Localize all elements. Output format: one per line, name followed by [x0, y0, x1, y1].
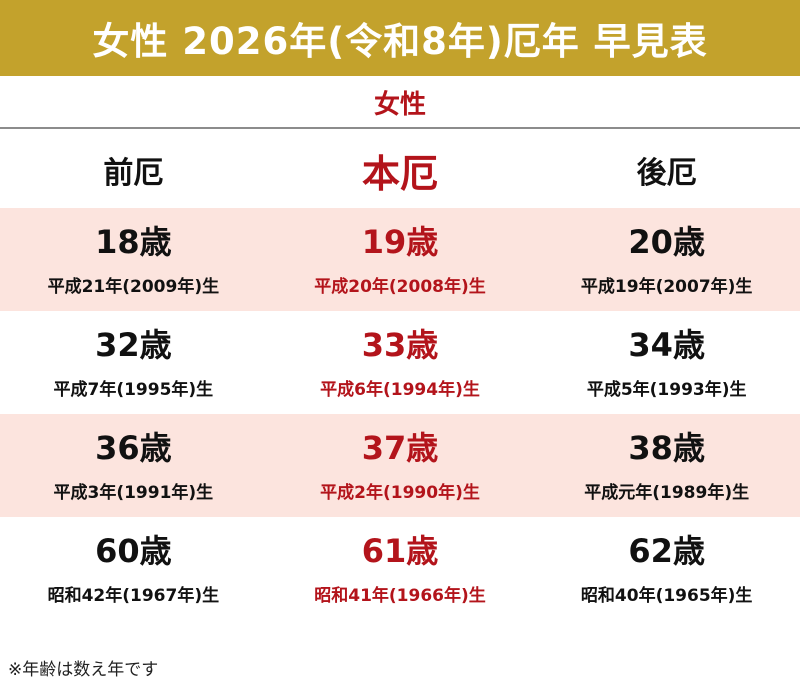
column-header-honyaku: 本厄 — [362, 151, 439, 196]
table-cell-honyaku: 19歳 平成20年(2008年)生 — [267, 208, 534, 311]
yakudoshi-table: 18歳 平成21年(2009年)生 19歳 平成20年(2008年)生 20歳 … — [0, 208, 800, 620]
age-label: 20歳 — [628, 223, 705, 261]
page-title: 女性 2026年(令和8年)厄年 早見表 — [92, 20, 708, 63]
table-cell-maeyaku: 18歳 平成21年(2009年)生 — [0, 208, 267, 311]
age-label: 18歳 — [95, 223, 172, 261]
birth-year-label: 昭和40年(1965年)生 — [580, 586, 753, 606]
age-label: 34歳 — [628, 326, 705, 364]
birth-year-label: 昭和42年(1967年)生 — [47, 586, 220, 606]
table-cell-honyaku: 33歳 平成6年(1994年)生 — [267, 311, 534, 414]
birth-year-label: 平成6年(1994年)生 — [320, 380, 480, 400]
birth-year-label: 平成19年(2007年)生 — [580, 277, 753, 297]
table-cell-honyaku: 37歳 平成2年(1990年)生 — [267, 414, 534, 517]
birth-year-label: 平成20年(2008年)生 — [314, 277, 486, 297]
column-header-maeyaku: 前厄 — [103, 156, 164, 191]
title-banner: 女性 2026年(令和8年)厄年 早見表 — [0, 0, 800, 76]
table-row: 18歳 平成21年(2009年)生 19歳 平成20年(2008年)生 20歳 … — [0, 208, 800, 311]
age-label: 61歳 — [361, 532, 439, 570]
age-label: 19歳 — [361, 223, 439, 261]
birth-year-label: 平成元年(1989年)生 — [584, 483, 750, 503]
table-cell-maeyaku: 36歳 平成3年(1991年)生 — [0, 414, 267, 517]
footnote: ※年齢は数え年です — [8, 660, 159, 680]
table-row: 32歳 平成7年(1995年)生 33歳 平成6年(1994年)生 34歳 平成… — [0, 311, 800, 414]
age-label: 60歳 — [95, 532, 172, 570]
table-cell-atoyaku: 62歳 昭和40年(1965年)生 — [533, 517, 800, 620]
table-row: 36歳 平成3年(1991年)生 37歳 平成2年(1990年)生 38歳 平成… — [0, 414, 800, 517]
divider-line — [0, 127, 800, 129]
birth-year-label: 昭和41年(1966年)生 — [314, 586, 486, 606]
table-cell-maeyaku: 60歳 昭和42年(1967年)生 — [0, 517, 267, 620]
birth-year-label: 平成21年(2009年)生 — [47, 277, 220, 297]
subtitle: 女性 — [373, 89, 426, 120]
age-label: 36歳 — [95, 429, 172, 467]
age-label: 33歳 — [361, 326, 439, 364]
subtitle-bar: 女性 — [0, 80, 800, 124]
birth-year-label: 平成7年(1995年)生 — [53, 380, 214, 400]
age-label: 38歳 — [628, 429, 705, 467]
table-cell-maeyaku: 32歳 平成7年(1995年)生 — [0, 311, 267, 414]
age-label: 62歳 — [628, 532, 705, 570]
column-headers: 前厄 本厄 後厄 — [0, 138, 800, 202]
column-header-atoyaku: 後厄 — [636, 156, 697, 191]
table-cell-honyaku: 61歳 昭和41年(1966年)生 — [267, 517, 534, 620]
table-cell-atoyaku: 34歳 平成5年(1993年)生 — [533, 311, 800, 414]
birth-year-label: 平成3年(1991年)生 — [53, 483, 214, 503]
table-cell-atoyaku: 20歳 平成19年(2007年)生 — [533, 208, 800, 311]
table-cell-atoyaku: 38歳 平成元年(1989年)生 — [533, 414, 800, 517]
age-label: 37歳 — [361, 429, 439, 467]
table-row: 60歳 昭和42年(1967年)生 61歳 昭和41年(1966年)生 62歳 … — [0, 517, 800, 620]
birth-year-label: 平成5年(1993年)生 — [586, 380, 747, 400]
birth-year-label: 平成2年(1990年)生 — [320, 483, 480, 503]
age-label: 32歳 — [95, 326, 172, 364]
